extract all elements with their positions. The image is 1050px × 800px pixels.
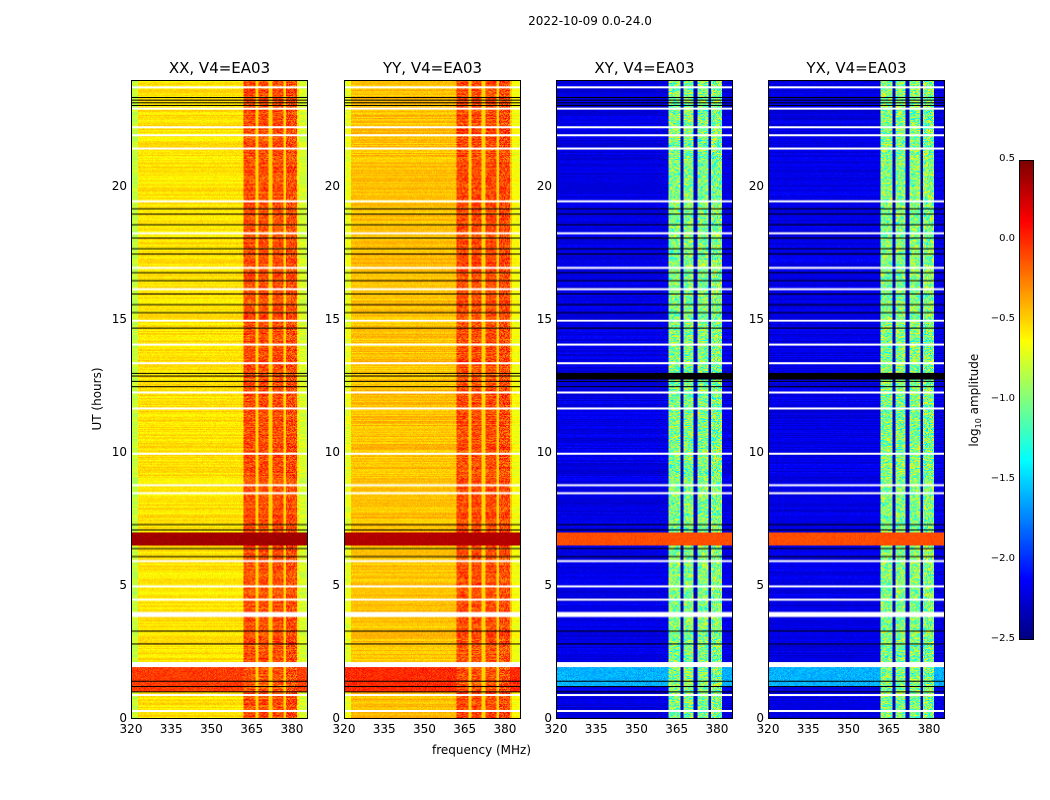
panel-title: YY, V4=EA03 (382, 59, 483, 77)
y-tick-label: 10 (748, 444, 764, 459)
x-tick-label: 380 (705, 722, 729, 736)
cbar-label-main: log (966, 428, 981, 447)
colorbar-tick-label: 0.0 (999, 233, 1015, 244)
heatmap-yy (344, 80, 521, 719)
y-tick-label: 5 (544, 577, 552, 592)
x-tick-label: 320 (332, 722, 356, 736)
panel-title: YX, V4=EA03 (806, 59, 907, 77)
colorbar-tick-label: 0.5 (999, 153, 1015, 164)
x-tick-label: 320 (119, 722, 143, 736)
x-tick-label: 365 (665, 722, 689, 736)
heatmap-xx (131, 80, 308, 719)
y-tick-label: 15 (536, 311, 552, 326)
colorbar-tick-label: −2.5 (990, 633, 1015, 644)
panel-title: XX, V4=EA03 (168, 59, 271, 77)
y-tick-label: 0 (119, 711, 127, 725)
x-tick-label: 365 (453, 722, 477, 736)
panel-title: XY, V4=EA03 (594, 59, 695, 77)
x-axis-label: frequency (MHz) (432, 743, 532, 757)
colorbar-tick-label: −1.5 (990, 473, 1015, 484)
y-tick-label: 20 (324, 178, 340, 193)
y-tick-label: 10 (111, 444, 127, 459)
x-tick-label: 380 (917, 722, 941, 736)
colorbar (1019, 160, 1034, 640)
y-tick-label: 0 (756, 711, 764, 725)
cbar-label-sub: 10 (974, 418, 984, 429)
x-tick-label: 350 (413, 722, 436, 736)
x-tick-label: 335 (584, 722, 608, 736)
x-tick-label: 335 (372, 722, 396, 736)
y-tick-label: 0 (332, 711, 340, 725)
y-tick-label: 20 (111, 178, 127, 193)
x-tick-label: 380 (280, 722, 304, 736)
colorbar-tick-label: −0.5 (990, 313, 1015, 324)
heatmap-xy (556, 80, 733, 719)
y-tick-label: 5 (119, 577, 127, 592)
x-tick-label: 320 (756, 722, 780, 736)
x-tick-label: 350 (837, 722, 860, 736)
x-tick-label: 380 (493, 722, 517, 736)
cbar-label-rest: amplitude (966, 353, 981, 419)
y-tick-label: 5 (332, 577, 340, 592)
x-tick-label: 365 (240, 722, 264, 736)
figure-title: 2022-10-09 0.0-24.0 (528, 14, 652, 28)
y-tick-label: 0 (544, 711, 552, 725)
y-tick-label: 20 (748, 178, 764, 193)
x-tick-label: 335 (796, 722, 820, 736)
x-tick-label: 350 (200, 722, 223, 736)
x-tick-label: 335 (159, 722, 183, 736)
y-tick-label: 10 (536, 444, 552, 459)
y-tick-label: 5 (756, 577, 764, 592)
colorbar-tick-label: −1.0 (990, 393, 1015, 404)
y-tick-label: 15 (748, 311, 764, 326)
x-tick-label: 350 (625, 722, 648, 736)
y-tick-label: 15 (111, 311, 127, 326)
x-tick-label: 320 (544, 722, 568, 736)
y-axis-label: UT (hours) (90, 367, 104, 431)
heatmap-yx (768, 80, 945, 719)
colorbar-label: log10 amplitude (967, 345, 983, 455)
y-tick-label: 15 (324, 311, 340, 326)
colorbar-tick-label: −2.0 (990, 553, 1015, 564)
y-tick-label: 20 (536, 178, 552, 193)
x-tick-label: 365 (877, 722, 901, 736)
y-tick-label: 10 (324, 444, 340, 459)
